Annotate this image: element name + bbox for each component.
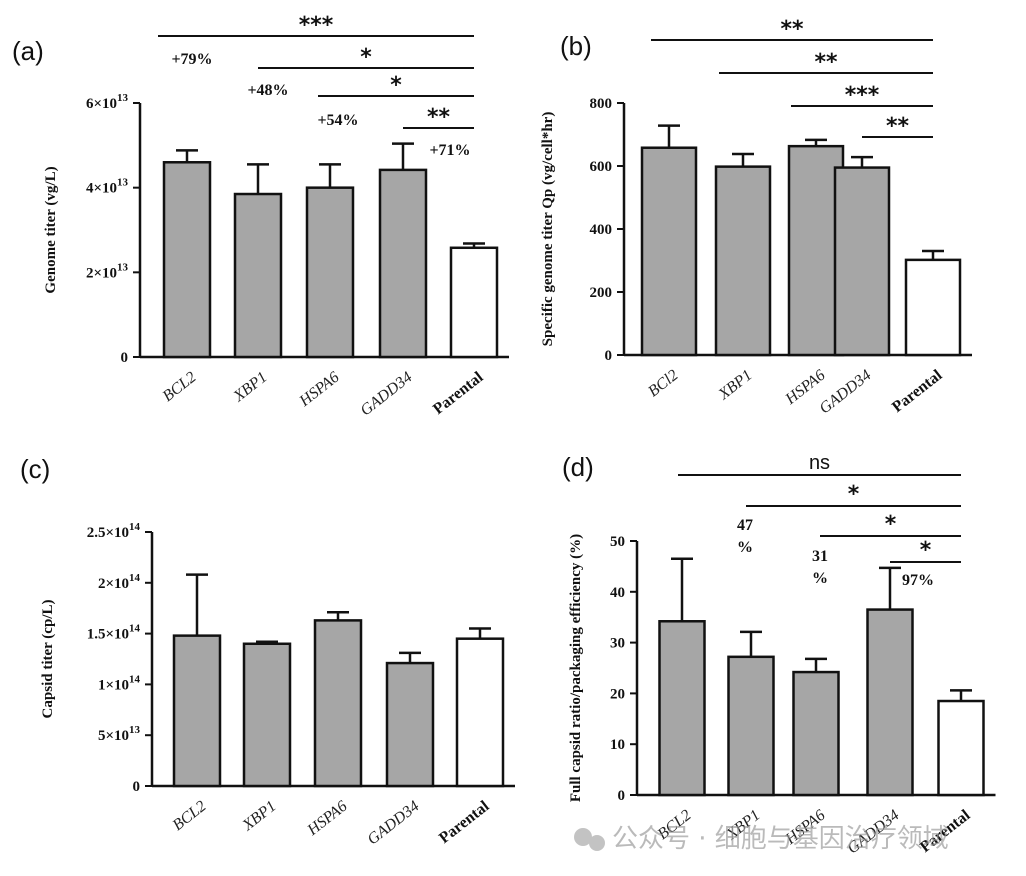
bar-parental (449, 246, 499, 359)
significance-label: ** (886, 114, 910, 139)
bar-parental (937, 699, 985, 797)
x-tick-label: GADD34 (357, 369, 415, 420)
significance-label: *** (845, 83, 880, 108)
panel-b: (b) 0 200 400 600 800 Specific genome titer Qp… (540, 17, 972, 417)
y-tick-label: 50 (610, 534, 625, 550)
y-tick-label: 800 (590, 96, 613, 112)
panel-letter: (d) (562, 452, 594, 482)
bar-hspa6 (305, 186, 355, 359)
y-tick-label: 1.5×1014 (87, 623, 141, 643)
y-tick-label: 0 (121, 350, 129, 366)
bar-bcl2 (162, 161, 212, 359)
y-tick-label: 400 (590, 222, 613, 238)
bar-bcl2 (658, 620, 706, 797)
x-tick-label: HSPA6 (296, 369, 343, 411)
significance-label: ** (427, 105, 451, 130)
x-tick-label: XBP1 (239, 798, 280, 835)
y-tick-label: 10 (610, 737, 625, 753)
bar-gadd34 (866, 608, 914, 797)
percent-annotation: % (812, 570, 828, 587)
percent-annotation: +79% (171, 51, 212, 68)
panel-letter: (a) (12, 36, 44, 66)
percent-annotation: 31 (812, 548, 828, 565)
significance-label: * (360, 45, 372, 70)
significance-label: * (390, 73, 402, 98)
x-tick-label: GADD34 (364, 798, 422, 849)
x-tick-label: BCL2 (160, 369, 200, 405)
y-tick-label: 4×1013 (86, 177, 129, 197)
y-tick-label: 20 (610, 686, 625, 702)
panel-letter: (b) (560, 31, 592, 61)
y-axis-title: Specific genome titer Qp (vg/cell*hr) (540, 112, 556, 347)
bar-xbp1 (242, 642, 292, 788)
watermark: 公众号 · 细胞与基因治疗领域 (574, 824, 949, 854)
bar-gadd34 (378, 168, 428, 359)
x-tick-label: XBP1 (715, 367, 756, 404)
y-tick-label: 6×1013 (86, 92, 129, 112)
x-tick-label: HSPA6 (304, 798, 351, 840)
significance-label: * (920, 538, 932, 563)
panel-a: (a) 0 2×1013 4×1013 6×1013 Genome titer (vg/L… (12, 13, 509, 419)
y-tick-label: 2×1014 (98, 572, 141, 592)
significance-label: ** (780, 17, 804, 42)
bar-gadd34 (833, 166, 891, 357)
y-axis-title: Capsid titer (cp/L) (40, 600, 56, 719)
y-tick-label: 30 (610, 636, 625, 652)
significance-label: * (848, 482, 860, 507)
bar-xbp1 (233, 192, 283, 359)
percent-annotation: 47 (737, 517, 753, 534)
y-tick-label: 200 (590, 285, 613, 301)
significance-label: ns (809, 452, 830, 474)
significance-label: *** (299, 13, 334, 38)
percent-annotation: 97% (902, 572, 934, 589)
percent-annotation: +54% (317, 112, 358, 129)
y-tick-label: 5×1013 (98, 724, 141, 744)
x-tick-label: Parental (430, 368, 487, 418)
percent-annotation: +48% (247, 82, 288, 99)
bar-parental (904, 258, 962, 357)
y-tick-label: 600 (590, 159, 613, 175)
y-tick-label: 40 (610, 585, 625, 601)
panel-c: (c) 0 5×1013 1×1014 1.5×1014 2×1014 2.5×1014 Ca… (20, 454, 515, 848)
bar-hspa6 (313, 619, 363, 788)
bar-hspa6 (792, 670, 840, 797)
significance-label: ** (814, 50, 838, 75)
wechat-icon (574, 828, 592, 846)
y-tick-label: 2×1013 (86, 261, 129, 281)
panel-letter: (c) (20, 454, 50, 484)
y-tick-label: 1×1014 (98, 673, 141, 693)
panel-d: (d) 0 10 20 30 40 50 Full capsid ratio/packagin… (562, 452, 996, 857)
x-tick-label: BCL2 (170, 798, 210, 834)
wechat-icon (589, 835, 605, 851)
bar-gadd34 (385, 661, 435, 788)
x-tick-label: Parental (436, 797, 493, 847)
bar-bcl2 (640, 146, 698, 357)
y-tick-label: 0 (618, 788, 626, 804)
bar-xbp1 (727, 655, 775, 797)
significance-label: * (885, 512, 897, 537)
percent-annotation: % (737, 539, 753, 556)
percent-annotation: +71% (429, 142, 470, 159)
x-tick-label: XBP1 (230, 369, 271, 406)
y-tick-label: 0 (133, 779, 141, 795)
watermark-text: 公众号 · 细胞与基因治疗领域 (612, 824, 949, 854)
x-tick-label: BCl2 (645, 367, 681, 401)
bar-xbp1 (714, 165, 772, 357)
y-axis-title: Full capsid ratio/packaging efficiency (… (568, 534, 584, 802)
bar-parental (455, 637, 505, 788)
x-tick-label: Parental (889, 366, 946, 416)
y-tick-label: 0 (605, 348, 613, 364)
y-axis-title: Genome titer (vg/L) (43, 166, 59, 293)
bar-bcl2 (172, 634, 222, 788)
y-tick-label: 2.5×1014 (87, 521, 141, 541)
x-tick-label: GADD34 (816, 367, 874, 418)
